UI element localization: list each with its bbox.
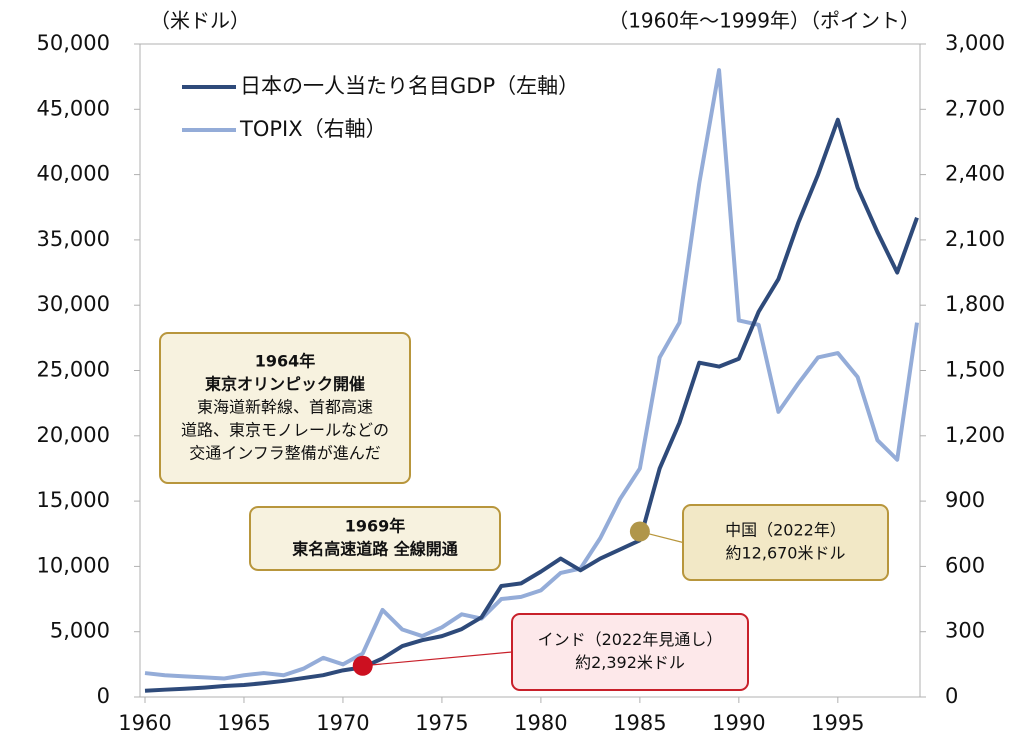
y2-tick-label: 3,000 <box>945 31 1005 55</box>
annotation-text: インド（2022年見通し） <box>538 630 723 649</box>
annotation-text: 交通インフラ整備が進んだ <box>189 444 381 463</box>
y-tick-label: 20,000 <box>37 423 110 447</box>
annotation-text: 約2,392米ドル <box>575 653 685 672</box>
series-line <box>144 68 919 681</box>
y2-tick-label: 1,500 <box>945 358 1005 382</box>
annotation-text: 東京オリンピック開催 <box>205 375 365 394</box>
legend-label: TOPIX（右軸） <box>239 117 387 141</box>
y-tick-label: 5,000 <box>50 619 110 643</box>
annotation-point <box>629 521 650 542</box>
y2-tick-label: 1,200 <box>945 423 1005 447</box>
x-tick-label: 1985 <box>613 711 666 735</box>
x-tick-label: 1975 <box>415 711 468 735</box>
annotation-text: 中国（2022年） <box>725 521 846 540</box>
annotation-box <box>249 506 501 571</box>
y-axis-label: （米ドル） <box>150 9 250 33</box>
y-tick-label: 30,000 <box>37 292 110 316</box>
y-tick-label: 25,000 <box>37 358 110 382</box>
y2-tick-label: 0 <box>945 684 958 708</box>
annotation-point <box>352 655 373 676</box>
y-tick-label: 45,000 <box>37 96 110 120</box>
annotation-text: 道路、東京モノレールなどの <box>181 421 389 440</box>
y2-tick-label: 2,100 <box>945 227 1005 251</box>
annotation-text: 東名高速道路 全線開通 <box>292 540 458 559</box>
y-tick-label: 0 <box>97 684 110 708</box>
callout-connector <box>362 651 513 667</box>
y2-tick-label: 900 <box>945 488 985 512</box>
y2-tick-label: 2,400 <box>945 162 1005 186</box>
y-tick-label: 15,000 <box>37 488 110 512</box>
x-tick-label: 1995 <box>811 711 864 735</box>
annotation-text: 約12,670米ドル <box>726 544 846 563</box>
y-tick-label: 50,000 <box>37 31 110 55</box>
x-tick-label: 1960 <box>118 711 171 735</box>
legend-label: 日本の一人当たり名目GDP（左軸） <box>240 74 579 98</box>
annotation-text: 1964年 <box>255 352 316 371</box>
y2-tick-label: 300 <box>945 619 985 643</box>
annotation-box <box>511 613 749 691</box>
y2-tick-label: 1,800 <box>945 292 1005 316</box>
annotation-box <box>159 332 411 484</box>
x-tick-label: 1990 <box>712 711 765 735</box>
x-tick-label: 1970 <box>316 711 369 735</box>
annotation-text: 東海道新幹線、首都高速 <box>197 398 373 417</box>
series-line <box>144 117 919 693</box>
annotation-text: 1969年 <box>345 517 406 536</box>
y-tick-label: 10,000 <box>37 553 110 577</box>
y-tick-label: 35,000 <box>37 227 110 251</box>
annotation-box <box>682 504 889 581</box>
x-tick-label: 1980 <box>514 711 567 735</box>
y2-tick-label: 2,700 <box>945 96 1005 120</box>
y2-axis-label: （1960年～1999年）（ポイント） <box>608 9 920 33</box>
x-tick-label: 1965 <box>217 711 270 735</box>
y-tick-label: 40,000 <box>37 162 110 186</box>
y2-tick-label: 600 <box>945 553 985 577</box>
